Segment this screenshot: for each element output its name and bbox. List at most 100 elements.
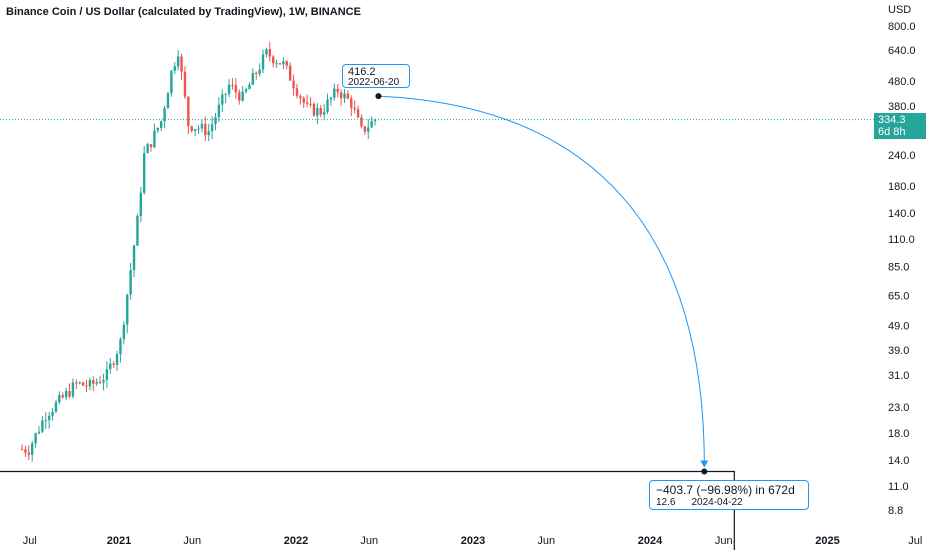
end-price: 12.6 bbox=[656, 497, 676, 508]
candle-body bbox=[47, 415, 51, 421]
x-tick-label: Jul bbox=[908, 535, 922, 547]
candle bbox=[282, 57, 285, 70]
candle bbox=[68, 383, 71, 399]
candle-body bbox=[132, 245, 136, 271]
candle-body bbox=[346, 93, 350, 99]
candle bbox=[350, 95, 353, 117]
candle bbox=[190, 125, 193, 133]
candle bbox=[272, 55, 275, 68]
candle bbox=[92, 376, 95, 392]
candle-body bbox=[309, 103, 312, 105]
measure-start-point[interactable] bbox=[375, 93, 382, 100]
x-tick-label: Jul bbox=[23, 535, 37, 547]
candle bbox=[105, 361, 109, 388]
candle-body bbox=[356, 109, 360, 118]
y-axis: 800.0 640.0 480.0 380.0 240.0 180.0 140.0 110.0… bbox=[888, 21, 916, 517]
candle-body bbox=[85, 385, 88, 387]
candle-body bbox=[241, 91, 244, 101]
candle-body bbox=[204, 123, 207, 136]
bar-countdown: 6d 8h bbox=[878, 126, 906, 138]
y-tick-label: 31.0 bbox=[888, 370, 909, 382]
candle-body bbox=[51, 411, 54, 416]
x-tick-label: Jun bbox=[183, 535, 201, 547]
y-tick-label: 14.0 bbox=[888, 455, 909, 467]
x-tick-label: Jun bbox=[537, 535, 555, 547]
candle bbox=[227, 79, 231, 98]
candle bbox=[251, 68, 255, 86]
candle bbox=[278, 62, 282, 65]
candle bbox=[322, 104, 326, 121]
candle-body bbox=[210, 124, 214, 132]
candle bbox=[170, 69, 173, 97]
candle bbox=[61, 392, 64, 399]
candle bbox=[51, 408, 54, 421]
candle bbox=[309, 97, 312, 108]
candle bbox=[224, 93, 227, 104]
y-tick-label: 23.0 bbox=[888, 402, 909, 414]
candle bbox=[265, 47, 268, 58]
candle-body bbox=[319, 108, 322, 115]
candle bbox=[295, 83, 299, 99]
candle-body bbox=[119, 339, 122, 355]
candle bbox=[370, 116, 373, 128]
candle-body bbox=[102, 380, 105, 383]
candle bbox=[102, 373, 105, 391]
candle bbox=[275, 59, 278, 68]
candle-body bbox=[34, 433, 37, 444]
candle bbox=[180, 53, 183, 81]
candle bbox=[27, 445, 31, 461]
y-tick-label: 49.0 bbox=[888, 321, 909, 333]
measure-result-label[interactable]: −403.7 (−96.98%) in 672d 12.6 2024-04-22 bbox=[649, 480, 809, 510]
candle bbox=[75, 379, 78, 390]
candle bbox=[139, 186, 143, 223]
candle bbox=[20, 444, 24, 451]
candle-body bbox=[272, 56, 275, 64]
chart-title: Binance Coin / US Dollar (calculated by … bbox=[6, 6, 361, 18]
candle bbox=[204, 116, 207, 141]
candle bbox=[299, 93, 302, 105]
candle bbox=[129, 262, 132, 300]
x-tick-label: 2024 bbox=[638, 535, 663, 547]
candle bbox=[326, 93, 329, 115]
candle-body bbox=[136, 216, 139, 246]
candle-body bbox=[122, 324, 126, 340]
y-tick-label: 18.0 bbox=[888, 428, 909, 440]
candle-body bbox=[292, 80, 295, 89]
last-price-value: 334.3 bbox=[878, 114, 906, 126]
candle-body bbox=[288, 65, 292, 81]
candle-body bbox=[58, 395, 61, 403]
measure-start-label[interactable]: 416.2 2022-06-20 bbox=[342, 64, 410, 88]
candle bbox=[95, 378, 98, 386]
candle bbox=[176, 50, 180, 71]
candle-body bbox=[360, 117, 363, 127]
candle bbox=[47, 412, 51, 429]
candle bbox=[24, 445, 27, 458]
candle-body bbox=[258, 69, 261, 74]
candle-body bbox=[251, 72, 255, 85]
candle-body bbox=[373, 119, 377, 122]
candle-body bbox=[170, 70, 173, 94]
candle-body bbox=[207, 131, 210, 136]
candle-body bbox=[353, 107, 356, 110]
candle bbox=[54, 399, 58, 414]
candle-body bbox=[187, 96, 190, 127]
candle-body bbox=[112, 363, 115, 365]
candle-body bbox=[173, 66, 176, 71]
candle-body bbox=[41, 420, 44, 432]
candle-body bbox=[109, 363, 112, 369]
candle bbox=[231, 78, 234, 90]
candle bbox=[217, 97, 221, 122]
candle-body bbox=[37, 431, 41, 434]
candle bbox=[163, 105, 166, 129]
candle-body bbox=[224, 93, 227, 95]
last-price-badge: 334.3 6d 8h bbox=[874, 113, 926, 139]
candle bbox=[316, 103, 319, 125]
candle bbox=[241, 86, 244, 102]
candle-body bbox=[92, 380, 95, 384]
candle-body bbox=[282, 61, 285, 65]
candle bbox=[41, 416, 44, 434]
candle bbox=[98, 375, 102, 384]
candle-body bbox=[244, 89, 248, 92]
target-level-box bbox=[0, 470, 735, 550]
